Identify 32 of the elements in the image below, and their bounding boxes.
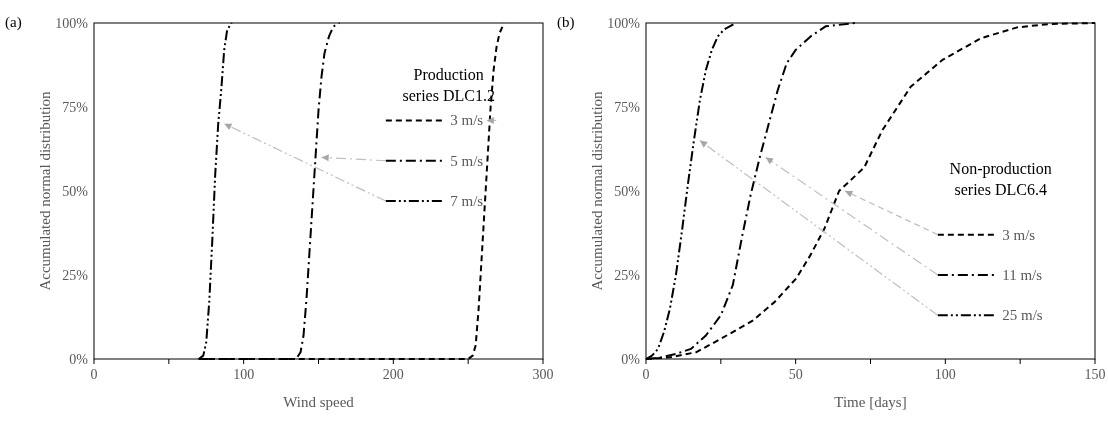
x-tick-label: 300 — [532, 367, 554, 382]
legend-title: Production series DLC1.2 — [402, 66, 495, 105]
legend-label: 7 m/s — [450, 193, 484, 210]
y-axis-title: Accumulated normal distribution — [37, 90, 53, 291]
x-tick-label: 100 — [934, 367, 956, 382]
x-axis-title: Wind speed — [283, 394, 355, 410]
y-tick-label: 50% — [62, 184, 89, 199]
y-tick-label: 0% — [69, 352, 89, 367]
y-tick-label: 75% — [614, 100, 641, 115]
x-tick-label: 100 — [233, 367, 255, 382]
x-axis-title: Time [days] — [834, 394, 907, 410]
legend-label: 3 m/s — [1002, 226, 1036, 243]
y-tick-label: 100% — [607, 16, 641, 31]
legend-label: 11 m/s — [1002, 267, 1043, 283]
text: (b) — [557, 14, 575, 31]
text: (a) — [5, 14, 22, 31]
x-tick-label: 150 — [1084, 367, 1106, 382]
y-axis-title: Accumulated normal distribution — [589, 90, 605, 291]
y-tick-label: 75% — [62, 100, 89, 115]
legend-title: Non-production series DLC6.4 — [949, 160, 1052, 199]
x-tick-label: 0 — [90, 367, 98, 382]
legend-label: 5 m/s — [450, 152, 484, 169]
y-tick-label: 0% — [621, 352, 641, 367]
y-tick-label: 100% — [55, 16, 89, 31]
x-tick-label: 50 — [788, 367, 803, 382]
y-tick-label: 25% — [614, 268, 641, 283]
y-tick-label: 25% — [62, 268, 89, 283]
x-tick-label: 0 — [642, 367, 650, 382]
x-tick-label: 200 — [382, 367, 404, 382]
legend-label: 25 m/s — [1002, 307, 1043, 324]
y-tick-label: 50% — [614, 184, 641, 199]
legend-label: 3 m/s — [450, 112, 484, 129]
